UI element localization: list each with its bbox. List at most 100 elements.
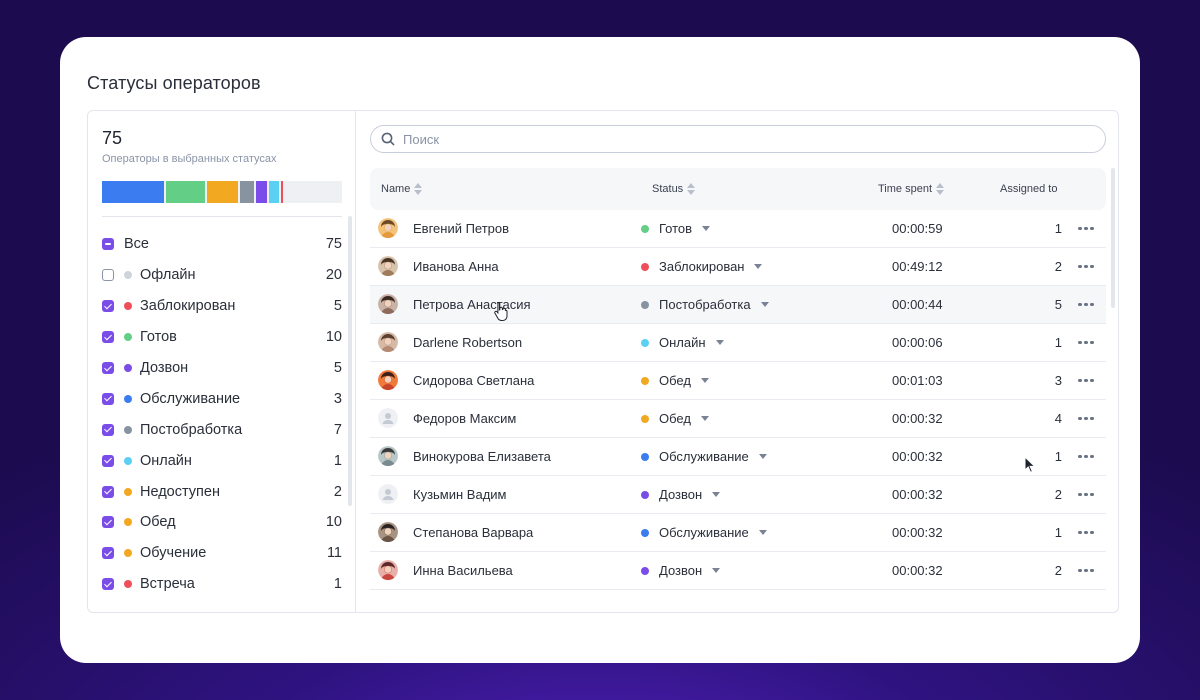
status-filter-checkbox[interactable] [102, 578, 114, 591]
status-filter-count: 11 [326, 545, 342, 562]
status-filter-item[interactable]: Постобработка 7 [102, 414, 342, 445]
column-header-time[interactable]: Time spent [878, 168, 945, 210]
status-color-dot [641, 224, 649, 233]
status-filter-item[interactable]: Офлайн 20 [102, 260, 342, 291]
table-row[interactable]: Федоров Максим Обед 00:00:32 4 [370, 400, 1106, 438]
status-filter-label: Обслуживание [140, 390, 241, 407]
status-dropdown[interactable]: Дозвон [641, 476, 721, 513]
status-filter-checkbox[interactable] [102, 300, 114, 313]
status-filter-checkbox[interactable] [102, 238, 114, 251]
status-dropdown[interactable]: Онлайн [641, 324, 724, 361]
sort-icon[interactable] [687, 183, 696, 195]
status-dropdown[interactable]: Готов [641, 210, 711, 247]
status-filter-checkbox[interactable] [102, 331, 114, 344]
status-filter-checkbox[interactable] [102, 423, 114, 436]
operator-name: Кузьмин Вадим [413, 487, 507, 502]
avatar [378, 484, 398, 504]
status-color-dot [124, 580, 132, 589]
column-header-time-label: Time spent [878, 183, 933, 195]
status-filter-item[interactable]: Дозвон 5 [102, 353, 342, 384]
status-filter-count: 10 [325, 329, 342, 346]
status-filter-item[interactable]: Обучение 11 [102, 538, 342, 569]
chevron-down-icon[interactable] [700, 378, 709, 383]
chevron-down-icon[interactable] [712, 568, 721, 573]
status-dropdown[interactable]: Обслуживание [641, 438, 767, 475]
table-row[interactable]: Кузьмин Вадим Дозвон 00:00:32 2 [370, 476, 1106, 514]
status-filter-checkbox[interactable] [102, 269, 114, 282]
sidebar-scrollbar[interactable] [348, 216, 352, 506]
sort-icon[interactable] [414, 183, 423, 195]
status-filter-item[interactable]: Недоступен 2 [102, 476, 342, 507]
table-scrollbar[interactable] [1111, 168, 1115, 308]
status-filter-item[interactable]: Обслуживание 3 [102, 383, 342, 414]
table-row[interactable]: Евгений Петров Готов 00:00:59 1 [370, 210, 1106, 248]
column-header-status[interactable]: Status [652, 168, 696, 210]
status-filter-checkbox[interactable] [102, 392, 114, 405]
avatar [378, 332, 398, 352]
assigned-count: 2 [1054, 487, 1062, 502]
status-filter-checkbox[interactable] [102, 547, 114, 560]
search-input[interactable] [401, 130, 1085, 148]
chevron-down-icon[interactable] [715, 340, 724, 345]
status-filter-checkbox[interactable] [102, 485, 114, 498]
more-options-icon[interactable] [1078, 324, 1094, 361]
chevron-down-icon[interactable] [758, 530, 767, 535]
chevron-down-icon[interactable] [700, 416, 709, 421]
status-filter-checkbox[interactable] [102, 516, 114, 529]
time-spent: 00:49:12 [892, 259, 943, 274]
chevron-down-icon[interactable] [760, 302, 769, 307]
column-header-status-label: Status [652, 183, 684, 195]
avatar [378, 522, 398, 542]
chevron-down-icon[interactable] [712, 492, 721, 497]
assigned-count: 1 [1054, 449, 1062, 464]
more-options-icon[interactable] [1078, 286, 1094, 323]
status-filter-item[interactable]: Все 75 [102, 229, 342, 260]
more-options-icon[interactable] [1078, 552, 1094, 589]
more-options-icon[interactable] [1078, 476, 1094, 513]
status-filter-item[interactable]: Готов 10 [102, 322, 342, 353]
more-options-icon[interactable] [1078, 438, 1094, 475]
status-dropdown[interactable]: Обслуживание [641, 514, 767, 551]
table-row[interactable]: Степанова Варвара Обслуживание 00:00:32 1 [370, 514, 1106, 552]
sort-icon[interactable] [936, 183, 945, 195]
status-dropdown[interactable]: Обед [641, 362, 709, 399]
more-options-icon[interactable] [1078, 362, 1094, 399]
status-filter-label: Недоступен [140, 483, 220, 500]
chevron-down-icon[interactable] [758, 454, 767, 459]
status-filter-item[interactable]: Заблокирован 5 [102, 291, 342, 322]
status-bar-segment [166, 181, 205, 203]
search-box[interactable] [370, 125, 1106, 153]
status-dropdown[interactable]: Дозвон [641, 552, 721, 589]
time-spent: 00:00:32 [892, 563, 943, 578]
more-options-icon[interactable] [1078, 514, 1094, 551]
table-row[interactable]: Иванова Анна Заблокирован 00:49:12 2 [370, 248, 1106, 286]
status-filter-count: 5 [333, 360, 342, 376]
status-dropdown[interactable]: Обед [641, 400, 709, 437]
table-row[interactable]: Инна Васильева Дозвон 00:00:32 2 [370, 552, 1106, 590]
avatar [378, 408, 398, 428]
column-header-name[interactable]: Name [381, 168, 423, 210]
table-row[interactable]: Сидорова Светлана Обед 00:01:03 3 [370, 362, 1106, 400]
chevron-down-icon[interactable] [754, 264, 763, 269]
status-filter-count: 7 [333, 421, 342, 438]
status-filter-item[interactable]: Обед 10 [102, 507, 342, 538]
more-options-icon[interactable] [1078, 248, 1094, 285]
avatar [378, 370, 398, 390]
status-filter-item[interactable]: Онлайн 1 [102, 445, 342, 476]
chevron-down-icon[interactable] [702, 226, 711, 231]
table-row[interactable]: Darlene Robertson Онлайн 00:00:06 1 [370, 324, 1106, 362]
column-header-assigned[interactable]: Assigned to [1000, 168, 1057, 210]
assigned-count: 1 [1054, 335, 1062, 350]
table-row[interactable]: Петрова Анастасия Постобработка 00:00:44 5 [370, 286, 1106, 324]
status-filter-item[interactable]: Встреча 1 [102, 569, 342, 600]
status-dropdown[interactable]: Заблокирован [641, 248, 763, 285]
search-icon [381, 132, 395, 146]
more-options-icon[interactable] [1078, 210, 1094, 247]
more-options-icon[interactable] [1078, 400, 1094, 437]
status-filter-checkbox[interactable] [102, 362, 114, 374]
time-spent: 00:00:44 [892, 297, 943, 312]
table-row[interactable]: Винокурова Елизавета Обслуживание 00:00:32… [370, 438, 1106, 476]
operator-name: Иванова Анна [413, 259, 499, 274]
status-dropdown[interactable]: Постобработка [641, 286, 769, 323]
status-filter-checkbox[interactable] [102, 454, 114, 467]
